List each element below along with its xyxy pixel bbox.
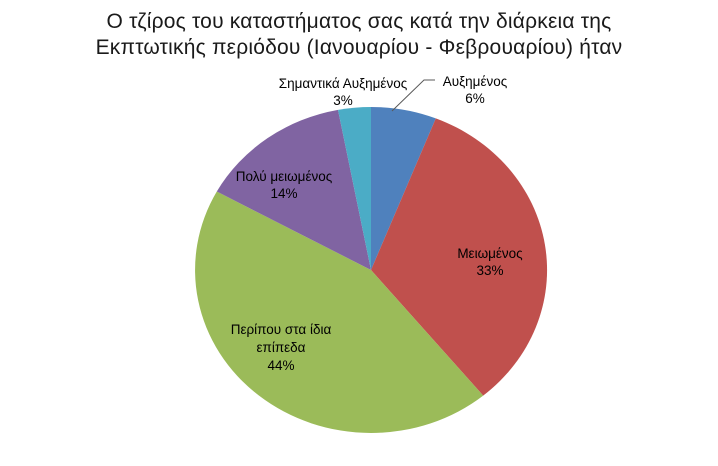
label-peripou-idia-epipeda-text: Περίπου στα ίδια επίπεδα <box>230 322 332 355</box>
label-simantika-auximenos: Σημαντικά Αυξημένος 3% <box>279 75 407 109</box>
label-auximenos: Αυξημένος 6% <box>443 73 508 107</box>
label-peripou-idia-epipeda-pct: 44% <box>267 358 295 373</box>
label-poly-meiomenos-pct: 14% <box>270 186 298 201</box>
leader-line-auximenos <box>391 79 435 112</box>
pie-slice-0 <box>371 106 436 271</box>
chart-title: Ο τζίρος του καταστήματος σας κατά την δ… <box>95 10 623 59</box>
label-meiomenos: Μειωμένος 33% <box>457 245 522 279</box>
label-auximenos-pct: 6% <box>465 91 485 106</box>
pie-slices-group <box>195 106 548 433</box>
label-auximenos-text: Αυξημένος <box>442 74 508 89</box>
label-simantika-auximenos-pct: 3% <box>333 93 353 108</box>
pie-slice-4 <box>338 107 371 270</box>
pie-slice-3 <box>216 109 371 271</box>
label-meiomenos-pct: 33% <box>476 263 504 278</box>
label-simantika-auximenos-text: Σημαντικά Αυξημένος <box>278 76 408 91</box>
label-meiomenos-text: Μειωμένος <box>457 246 523 261</box>
label-poly-meiomenos: Πολύ μειωμένος 14% <box>236 168 332 202</box>
label-poly-meiomenos-text: Πολύ μειωμένος <box>235 169 333 184</box>
label-peripou-idia-epipeda: Περίπου στα ίδια επίπεδα 44% <box>218 321 344 375</box>
pie-slice-2 <box>195 191 484 433</box>
pie-slice-1 <box>371 118 548 396</box>
